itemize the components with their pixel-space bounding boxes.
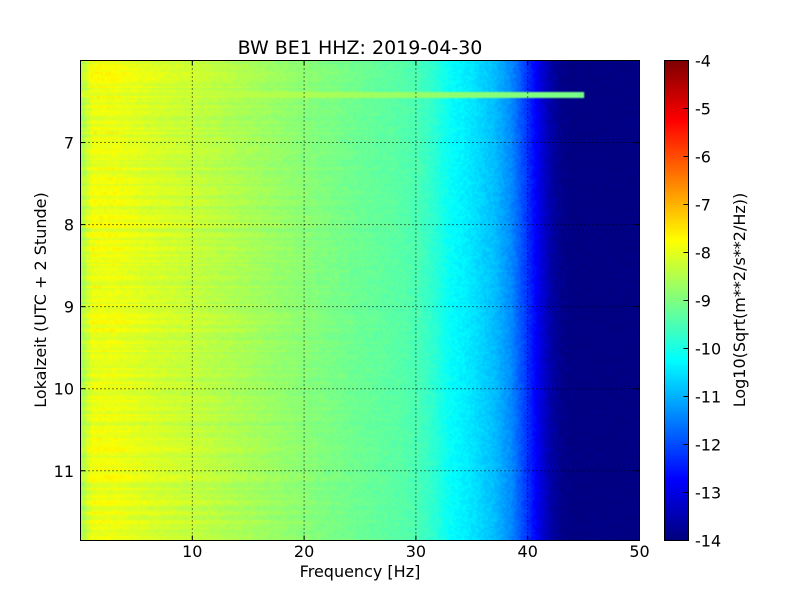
colorbar-tick-label: -14 [695,532,721,551]
y-axis-ticks: 7 8 9 10 11 [54,134,640,481]
y-tick-label: 8 [64,216,74,235]
y-tick-label: 10 [54,380,74,399]
x-axis-label: Frequency [Hz] [300,562,421,581]
colorbar-tick-label: -5 [695,100,711,119]
grid-lines [80,60,640,541]
colorbar-tick-label: -10 [695,340,721,359]
x-axis-ticks: 10 20 30 40 50 [182,60,650,561]
y-tick-label: 9 [64,298,74,317]
colorbar-tick-label: -4 [695,52,711,71]
y-tick-label: 7 [64,134,74,153]
chart-title: BW BE1 HHZ: 2019-04-30 [238,37,483,59]
colorbar-tick-label: -7 [695,196,711,215]
colorbar-tick-label: -8 [695,244,711,263]
x-tick-label: 30 [406,542,426,561]
x-tick-label: 20 [294,542,314,561]
y-tick-label: 11 [54,462,74,481]
colorbar-label: Log10(Sqrt(m**2/s**2/Hz)) [730,193,749,408]
plot-frame [80,60,640,541]
colorbar-ticks: -4 -5 -6 -7 -8 -9 -10 -11 -12 -13 -14 [683,52,721,551]
y-axis-label: Lokalzeit (UTC + 2 Stunde) [31,192,50,407]
x-tick-label: 10 [182,542,202,561]
colorbar-tick-label: -9 [695,292,711,311]
x-tick-label: 40 [518,542,538,561]
colorbar-tick-label: -13 [695,484,721,503]
colorbar-tick-label: -12 [695,436,721,455]
colorbar-tick-label: -6 [695,148,711,167]
x-tick-label: 50 [629,542,649,561]
spectrogram-heatmap [81,60,640,540]
colorbar-tick-label: -11 [695,388,721,407]
